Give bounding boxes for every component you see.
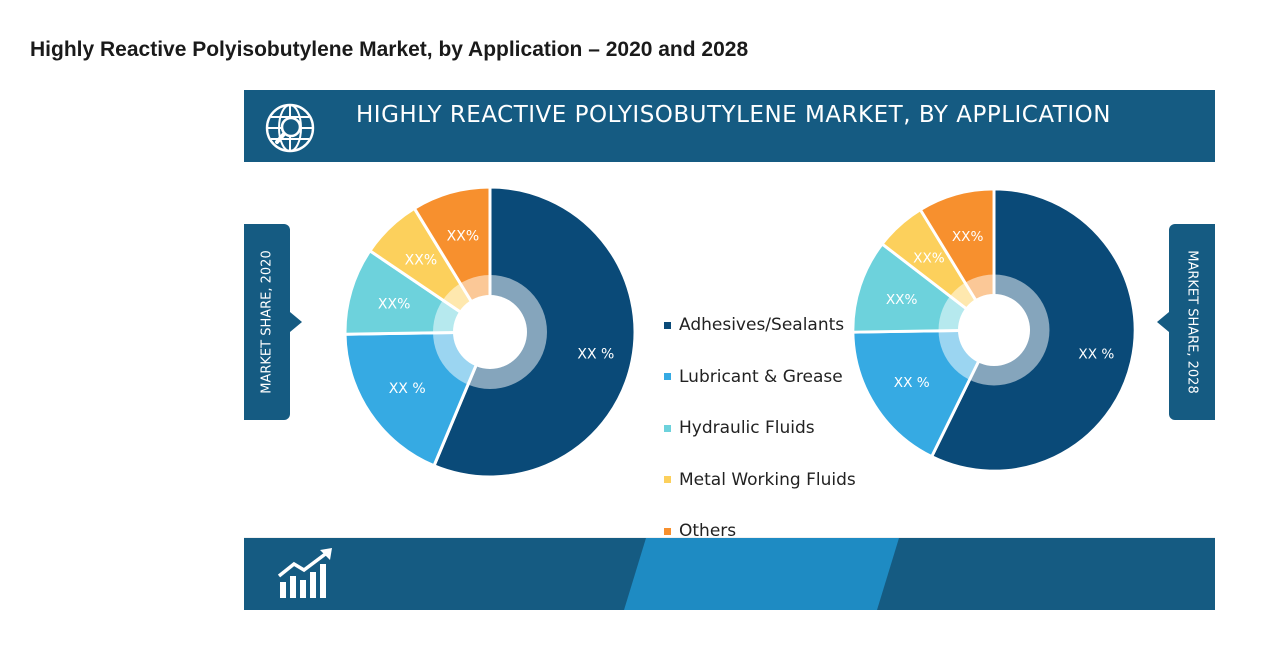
legend-label: Hydraulic Fluids <box>679 418 815 438</box>
pie-data-label: XX% <box>447 229 479 245</box>
legend-swatch <box>664 321 671 329</box>
pie-data-label: XX% <box>405 253 437 269</box>
pie-data-label: XX% <box>952 229 984 245</box>
pie-chart-2028: XX % XX % XX% XX% XX% <box>851 187 1137 473</box>
legend-label: Lubricant & Grease <box>679 366 843 387</box>
pie-data-label: XX % <box>1078 347 1114 363</box>
growth-chart-icon <box>277 548 332 598</box>
globe-search-icon <box>265 103 315 153</box>
tab-label: MARKET SHARE, 2020 <box>259 250 275 394</box>
tab-label: MARKET SHARE, 2028 <box>1184 250 1200 394</box>
legend-item: Others <box>664 518 856 544</box>
pie-chart-2020: XX % XX % XX% XX% XX% <box>343 185 637 479</box>
pie-data-label: XX % <box>577 346 614 362</box>
legend-swatch <box>664 527 671 535</box>
legend-item: Lubricant & Grease <box>664 364 856 390</box>
footer-bar <box>244 538 1215 610</box>
legend-item: Hydraulic Fluids <box>664 415 856 441</box>
header-bar: HIGHLY REACTIVE POLYISOBUTYLENE MARKET, … <box>244 90 1215 162</box>
pie-data-label: XX% <box>913 250 945 266</box>
pie-center-hole <box>957 293 1031 367</box>
legend-label: Adhesives/Sealants <box>679 315 845 335</box>
legend-item: Metal Working Fluids <box>664 467 856 493</box>
pie-data-label: XX % <box>389 381 426 397</box>
content-area: XX % XX % XX% XX% XX% XX % XX % XX% XX% XX% Adhe… <box>244 162 1215 541</box>
legend-label: Others <box>679 521 737 541</box>
pie-data-label: XX% <box>378 296 410 312</box>
infographic-title: HIGHLY REACTIVE POLYISOBUTYLENE MARKET, … <box>356 102 1111 128</box>
legend: Adhesives/Sealants Lubricant & Grease Hy… <box>664 312 856 570</box>
legend-item: Adhesives/Sealants <box>664 312 856 338</box>
pie-center-hole <box>453 295 527 369</box>
pie-data-label: XX % <box>894 375 930 391</box>
market-share-2028-tab: MARKET SHARE, 2028 <box>1157 224 1215 420</box>
infographic: HIGHLY REACTIVE POLYISOBUTYLENE MARKET, … <box>244 90 1215 610</box>
page-title: Highly Reactive Polyisobutylene Market, … <box>30 38 749 61</box>
market-share-2020-tab: MARKET SHARE, 2020 <box>244 224 302 420</box>
legend-swatch <box>664 424 671 432</box>
footer-stripe <box>624 538 899 610</box>
legend-swatch <box>664 476 671 483</box>
legend-label: Metal Working Fluids <box>679 469 856 490</box>
legend-swatch <box>664 373 671 380</box>
pie-data-label: XX% <box>886 292 918 308</box>
